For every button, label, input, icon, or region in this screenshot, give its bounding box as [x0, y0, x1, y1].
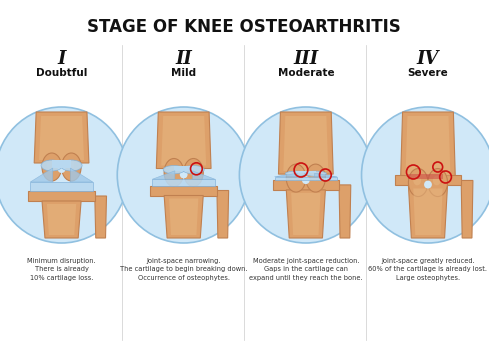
Polygon shape: [284, 116, 329, 171]
Polygon shape: [314, 173, 337, 177]
Ellipse shape: [428, 169, 448, 196]
Ellipse shape: [310, 171, 318, 181]
Circle shape: [362, 107, 494, 243]
Polygon shape: [286, 190, 326, 238]
Polygon shape: [169, 199, 198, 235]
Polygon shape: [400, 112, 456, 179]
Polygon shape: [28, 191, 95, 201]
Polygon shape: [42, 201, 81, 238]
Circle shape: [240, 107, 372, 243]
Ellipse shape: [306, 164, 326, 192]
Polygon shape: [152, 171, 175, 179]
Ellipse shape: [66, 160, 74, 170]
Polygon shape: [161, 116, 206, 165]
Polygon shape: [408, 174, 442, 179]
Ellipse shape: [286, 171, 307, 176]
Ellipse shape: [42, 153, 62, 181]
Ellipse shape: [305, 171, 326, 176]
Polygon shape: [152, 179, 215, 186]
Polygon shape: [274, 173, 297, 177]
Text: III: III: [294, 50, 318, 68]
Polygon shape: [296, 171, 316, 173]
Text: II: II: [176, 50, 192, 68]
Polygon shape: [291, 193, 320, 235]
Text: Moderate: Moderate: [278, 68, 334, 78]
Ellipse shape: [302, 176, 310, 184]
Circle shape: [118, 107, 250, 243]
Ellipse shape: [58, 165, 66, 173]
Polygon shape: [217, 191, 228, 238]
Polygon shape: [406, 116, 450, 176]
Polygon shape: [30, 168, 53, 182]
Ellipse shape: [47, 160, 54, 170]
Polygon shape: [164, 195, 203, 238]
Polygon shape: [192, 171, 215, 179]
Ellipse shape: [414, 176, 421, 185]
Polygon shape: [394, 176, 461, 185]
Ellipse shape: [182, 165, 204, 174]
Ellipse shape: [62, 153, 81, 181]
Ellipse shape: [184, 158, 203, 186]
Polygon shape: [156, 112, 211, 169]
Polygon shape: [30, 182, 93, 191]
Polygon shape: [174, 165, 194, 171]
Polygon shape: [274, 177, 337, 180]
Ellipse shape: [286, 164, 306, 192]
Ellipse shape: [188, 166, 196, 175]
Text: I: I: [58, 50, 66, 68]
Polygon shape: [52, 160, 72, 168]
Polygon shape: [414, 188, 442, 235]
Text: Mild: Mild: [171, 68, 196, 78]
Text: Severe: Severe: [408, 68, 449, 78]
Ellipse shape: [163, 165, 184, 174]
Polygon shape: [461, 180, 473, 238]
Polygon shape: [34, 112, 89, 163]
Text: Doubtful: Doubtful: [36, 68, 87, 78]
Ellipse shape: [424, 180, 432, 188]
Ellipse shape: [169, 166, 177, 175]
Polygon shape: [95, 196, 106, 238]
Text: Joint-space greatly reduced.
60% of the cartilage is already lost.
Large osteoph: Joint-space greatly reduced. 60% of the …: [368, 258, 488, 281]
Polygon shape: [278, 112, 333, 174]
Polygon shape: [150, 186, 217, 195]
Text: Minimum disruption.
There is already
10% cartilage loss.: Minimum disruption. There is already 10%…: [27, 258, 96, 281]
Ellipse shape: [164, 158, 184, 186]
Text: IV: IV: [417, 50, 439, 68]
Text: Joint-space narrowing.
The cartilage to begin breaking down.
Occurrence of osteo: Joint-space narrowing. The cartilage to …: [120, 258, 248, 281]
Ellipse shape: [41, 160, 62, 171]
Polygon shape: [47, 204, 76, 235]
Polygon shape: [408, 185, 448, 238]
Polygon shape: [39, 116, 84, 160]
Text: Moderate joint-space reduction.
Gaps in the cartilage can
expand until they reac: Moderate joint-space reduction. Gaps in …: [249, 258, 362, 281]
Ellipse shape: [60, 160, 82, 171]
Polygon shape: [272, 180, 339, 190]
Ellipse shape: [291, 171, 299, 181]
Polygon shape: [339, 185, 351, 238]
Ellipse shape: [408, 169, 428, 196]
Ellipse shape: [433, 176, 440, 185]
Text: STAGE OF KNEE OSTEOARTHRITIS: STAGE OF KNEE OSTEOARTHRITIS: [88, 18, 401, 36]
Circle shape: [0, 107, 128, 243]
Ellipse shape: [180, 171, 188, 178]
Polygon shape: [70, 168, 93, 182]
